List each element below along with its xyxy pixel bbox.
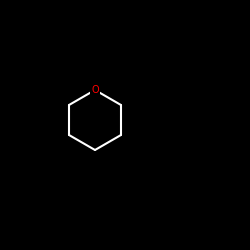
Text: O: O	[91, 85, 99, 95]
